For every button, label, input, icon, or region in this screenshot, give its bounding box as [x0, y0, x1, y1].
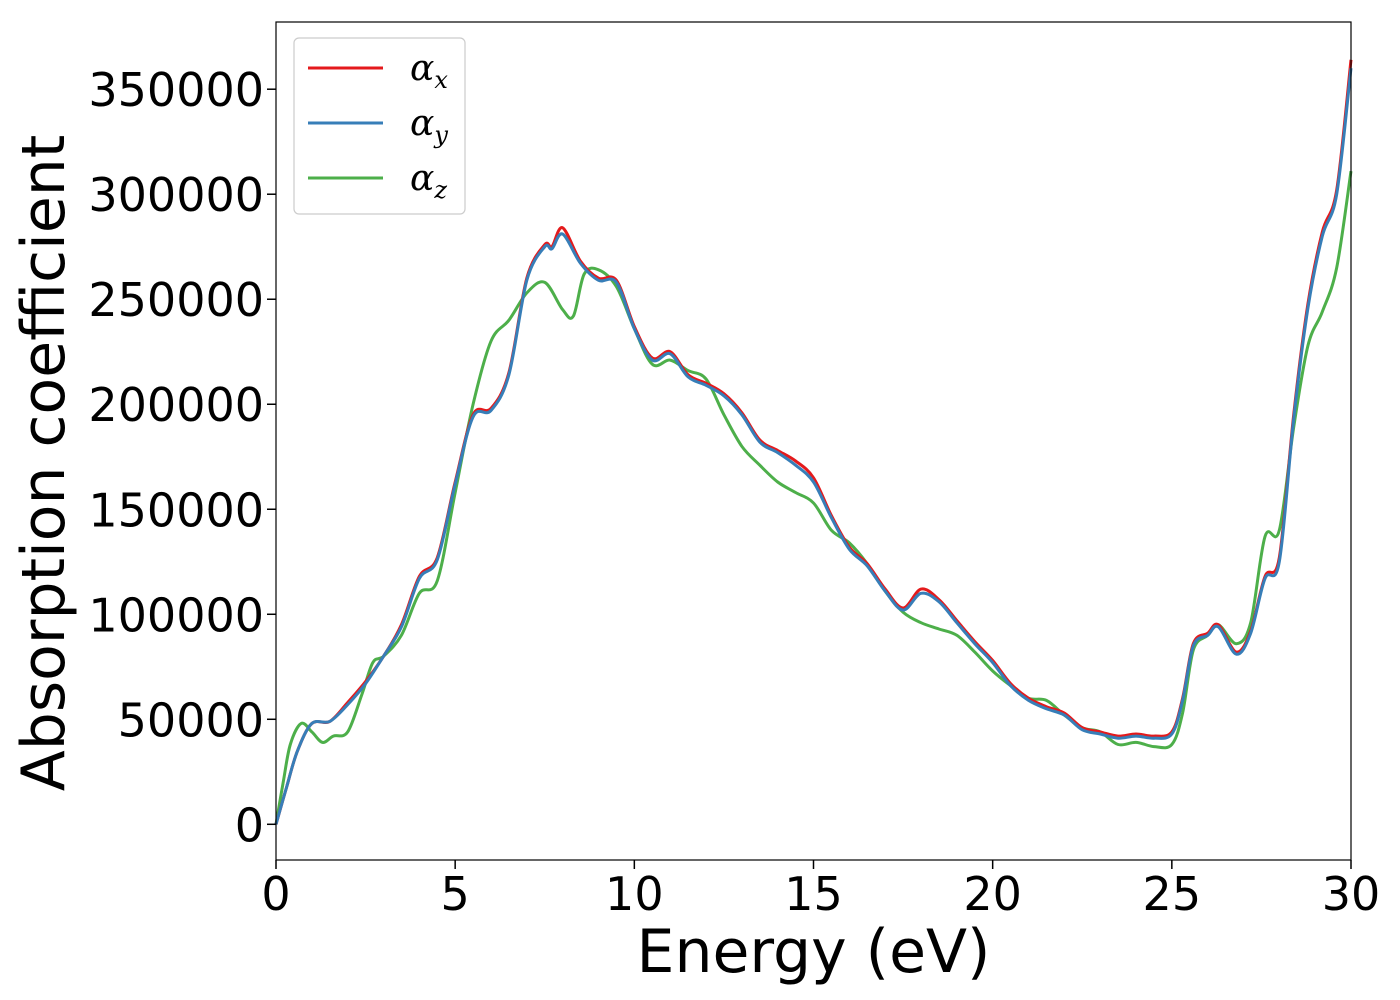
- y-tick-label: 250000: [88, 273, 264, 327]
- legend-subscript: z: [433, 176, 447, 204]
- x-tick-label: 25: [1143, 867, 1202, 921]
- y-tick-label: 150000: [88, 483, 264, 537]
- legend-label-y: αy: [410, 103, 448, 149]
- y-tick-label: 300000: [88, 168, 264, 222]
- y-axis: 0 50000 100000 150000 200000 250000 300000 3500…: [88, 63, 276, 852]
- series-line-y: [274, 68, 1353, 825]
- x-tick-label: 5: [441, 867, 470, 921]
- x-tick-label: 0: [261, 867, 290, 921]
- y-tick-label: 0: [235, 798, 264, 852]
- legend-symbol: α: [410, 158, 434, 199]
- legend-subscript: x: [434, 66, 448, 94]
- legend-subscript: y: [433, 121, 448, 149]
- y-tick-label: 350000: [88, 63, 264, 117]
- series-layer: [274, 59, 1353, 825]
- y-tick-label: 50000: [118, 693, 264, 747]
- x-tick-label: 20: [963, 867, 1022, 921]
- y-axis-label: Absorption coefficient: [9, 135, 79, 792]
- legend-box: [293, 37, 466, 215]
- legend-label-x: αx: [410, 48, 448, 94]
- x-axis-label: Energy (eV): [637, 917, 991, 987]
- legend-symbol: α: [410, 103, 434, 144]
- series-line-z: [274, 170, 1353, 825]
- y-tick-label: 200000: [88, 378, 264, 432]
- x-axis: 0 5 10 15 20 25 30: [261, 860, 1380, 921]
- legend-label-z: αz: [410, 158, 447, 204]
- x-tick-label: 30: [1322, 867, 1381, 921]
- x-tick-label: 10: [605, 867, 664, 921]
- x-tick-label: 15: [784, 867, 843, 921]
- legend-symbol: α: [410, 48, 434, 89]
- y-tick-label: 100000: [88, 588, 264, 642]
